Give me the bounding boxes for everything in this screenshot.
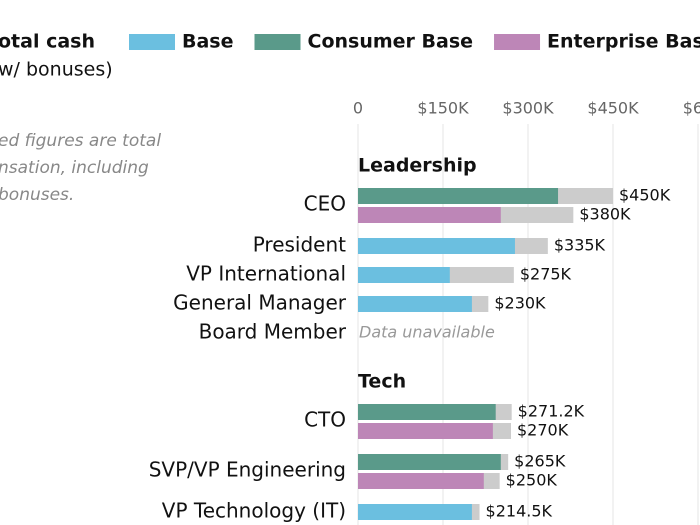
legend-swatch (254, 34, 301, 50)
value-label: $270K (517, 421, 569, 440)
unavailable-note: Data unavailable (359, 323, 495, 342)
base-bar (358, 504, 472, 520)
base-bar (358, 188, 559, 204)
row-label: VP International (186, 262, 346, 286)
value-label: $214.5K (486, 502, 553, 521)
chart-subtitle: w/ bonuses) (0, 59, 113, 81)
group-header: Leadership (358, 155, 477, 177)
legend-label: Base (182, 31, 234, 53)
legend-label: Enterprise Bas (547, 31, 700, 53)
value-label: $271.2K (518, 402, 585, 421)
value-label: $380K (579, 205, 631, 224)
legend-swatch (494, 34, 541, 50)
note-line: bonuses. (0, 185, 74, 205)
row-label: VP Technology (IT) (162, 499, 346, 523)
row-label: President (253, 233, 346, 257)
value-label: $265K (514, 452, 566, 471)
base-bar (358, 404, 496, 420)
group-header: Tech (358, 371, 406, 393)
x-tick-label: $60 (683, 99, 700, 118)
x-tick-label: $150K (417, 99, 469, 118)
note-line: ed figures are total (0, 131, 161, 151)
value-label: $450K (619, 186, 671, 205)
row-label: CTO (304, 408, 346, 432)
value-label: $230K (494, 294, 546, 313)
legend-swatch (129, 34, 175, 50)
row-label: Board Member (199, 320, 347, 344)
value-label: $250K (506, 471, 558, 490)
base-bar (358, 238, 515, 254)
base-bar (358, 423, 493, 439)
value-label: $335K (554, 236, 606, 255)
base-bar (358, 454, 501, 470)
value-label: $275K (520, 265, 572, 284)
x-tick-label: $450K (587, 99, 639, 118)
note-line: nsation, including (0, 158, 149, 178)
base-bar (358, 267, 450, 283)
base-bar (358, 207, 501, 223)
row-label: SVP/VP Engineering (149, 458, 346, 482)
x-tick-label: 0 (353, 99, 363, 118)
base-bar (358, 473, 484, 489)
chart-title: otal cash (0, 31, 95, 53)
x-tick-label: $300K (502, 99, 554, 118)
row-label: CEO (304, 192, 346, 216)
legend-label: Consumer Base (308, 31, 474, 53)
row-label: General Manager (173, 291, 347, 315)
base-bar (358, 296, 472, 312)
